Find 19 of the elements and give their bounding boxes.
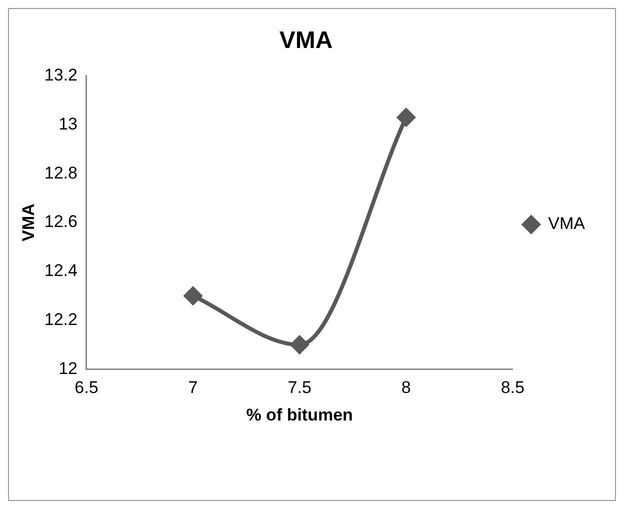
x-tick-label: 8.5 (500, 378, 524, 398)
y-tick-label: 13.2 (44, 65, 78, 84)
point (290, 336, 309, 354)
y-tick-label: 12.8 (44, 163, 78, 182)
x-tick-label: 6.5 (74, 378, 98, 398)
legend-label: VMA (548, 214, 586, 234)
y-tick-label: 13 (58, 114, 78, 134)
point (397, 108, 416, 126)
y-tick-label: 12.4 (44, 261, 78, 280)
point (184, 286, 202, 305)
y-axis-title: VMA (18, 204, 38, 242)
x-tick-label: 7 (188, 378, 198, 398)
y-tick-label: 12.2 (44, 310, 78, 329)
chart-title: VMA (279, 27, 333, 54)
y-tick-label: 12.6 (44, 212, 78, 232)
x-tick-label: 8 (401, 378, 411, 398)
y-tick-label: 12 (58, 358, 78, 378)
x-tick-label: 7.5 (288, 378, 312, 398)
x-axis-title: % of bitumen (246, 405, 353, 424)
